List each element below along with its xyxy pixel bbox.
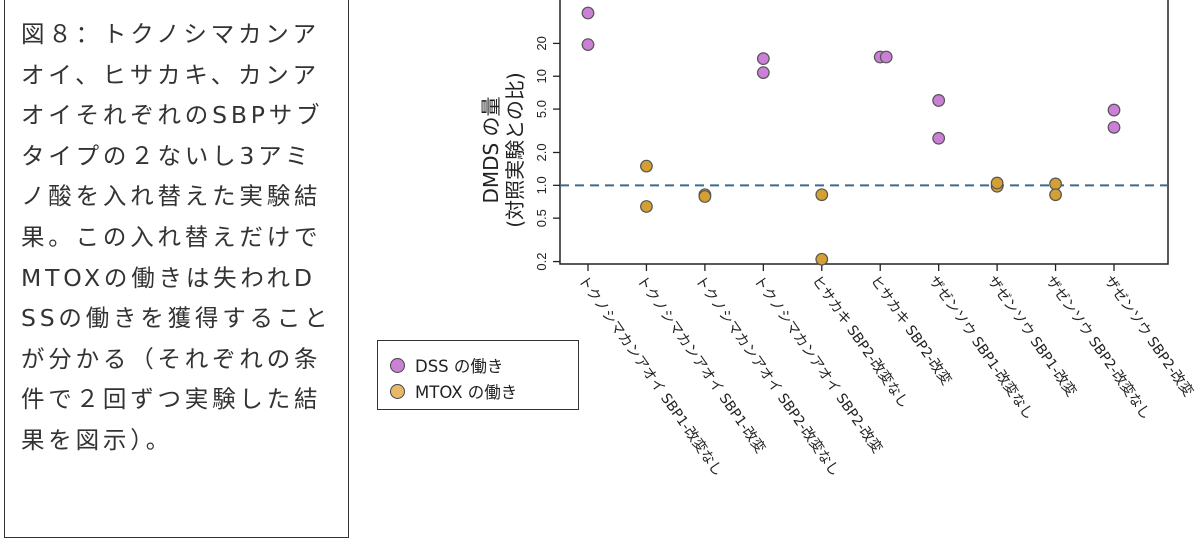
legend-label-mtox: MTOX の働き (415, 383, 518, 402)
figure-caption: 図８：トクノシマカンアオイ、ヒサカキ、カンアオイそれぞれのSBPサブタイプの２な… (21, 20, 332, 454)
mtox-point (698, 190, 712, 203)
mtox-point (815, 252, 829, 266)
dss-point (1107, 120, 1121, 134)
dss-point (932, 131, 946, 145)
category-label: ザゼンソウ SBP1-改変なし (925, 273, 1037, 423)
dss-point (756, 66, 770, 79)
mtox-point (640, 200, 653, 213)
plot-frame (559, 0, 1169, 265)
mtox-point (815, 188, 829, 202)
legend-label-dss: DSS の働き (415, 357, 504, 376)
dss-point (1107, 103, 1121, 117)
legend: DSS の働き MTOX の働き (377, 340, 579, 410)
mtox-point (640, 159, 653, 173)
category-label: トクノシマカンアオイ SBP2-改変 (750, 273, 886, 457)
legend-item-mtox: MTOX の働き (390, 379, 517, 403)
category-label: ヒサカキ SBP2-改変なし (809, 273, 913, 412)
mtox-point (1049, 188, 1062, 202)
legend-marker-mtox (390, 383, 405, 399)
mtox-point (1049, 177, 1062, 191)
category-label: トクノシマカンアオイ SBP1-改変 (633, 273, 769, 457)
y-tick-label: 5.0 (534, 100, 549, 118)
dss-point (581, 6, 595, 20)
y-tick-label: 10 (534, 69, 549, 83)
category-label: ザゼンソウ SBP2-改変なし (1042, 273, 1154, 423)
dss-point (756, 52, 770, 66)
legend-marker-dss (390, 357, 405, 373)
y-tick-label: 1.0 (534, 176, 549, 194)
dss-point (879, 50, 893, 64)
dss-point (581, 38, 595, 52)
mtox-point (990, 176, 1004, 190)
y-axis-title-line2: (対照実験との比) (503, 72, 527, 227)
y-tick-label: 2.0 (534, 143, 549, 161)
caption-box: 図８：トクノシマカンアオイ、ヒサカキ、カンアオイそれぞれのSBPサブタイプの２な… (4, 0, 349, 538)
dss-point (932, 94, 946, 107)
legend-item-dss: DSS の働き (390, 353, 503, 377)
y-tick-label: 20 (534, 36, 549, 50)
y-axis-title-line1: DMDS の量 (479, 96, 503, 203)
y-tick-label: 0.5 (534, 209, 549, 227)
y-tick-label: 0.2 (534, 253, 549, 271)
